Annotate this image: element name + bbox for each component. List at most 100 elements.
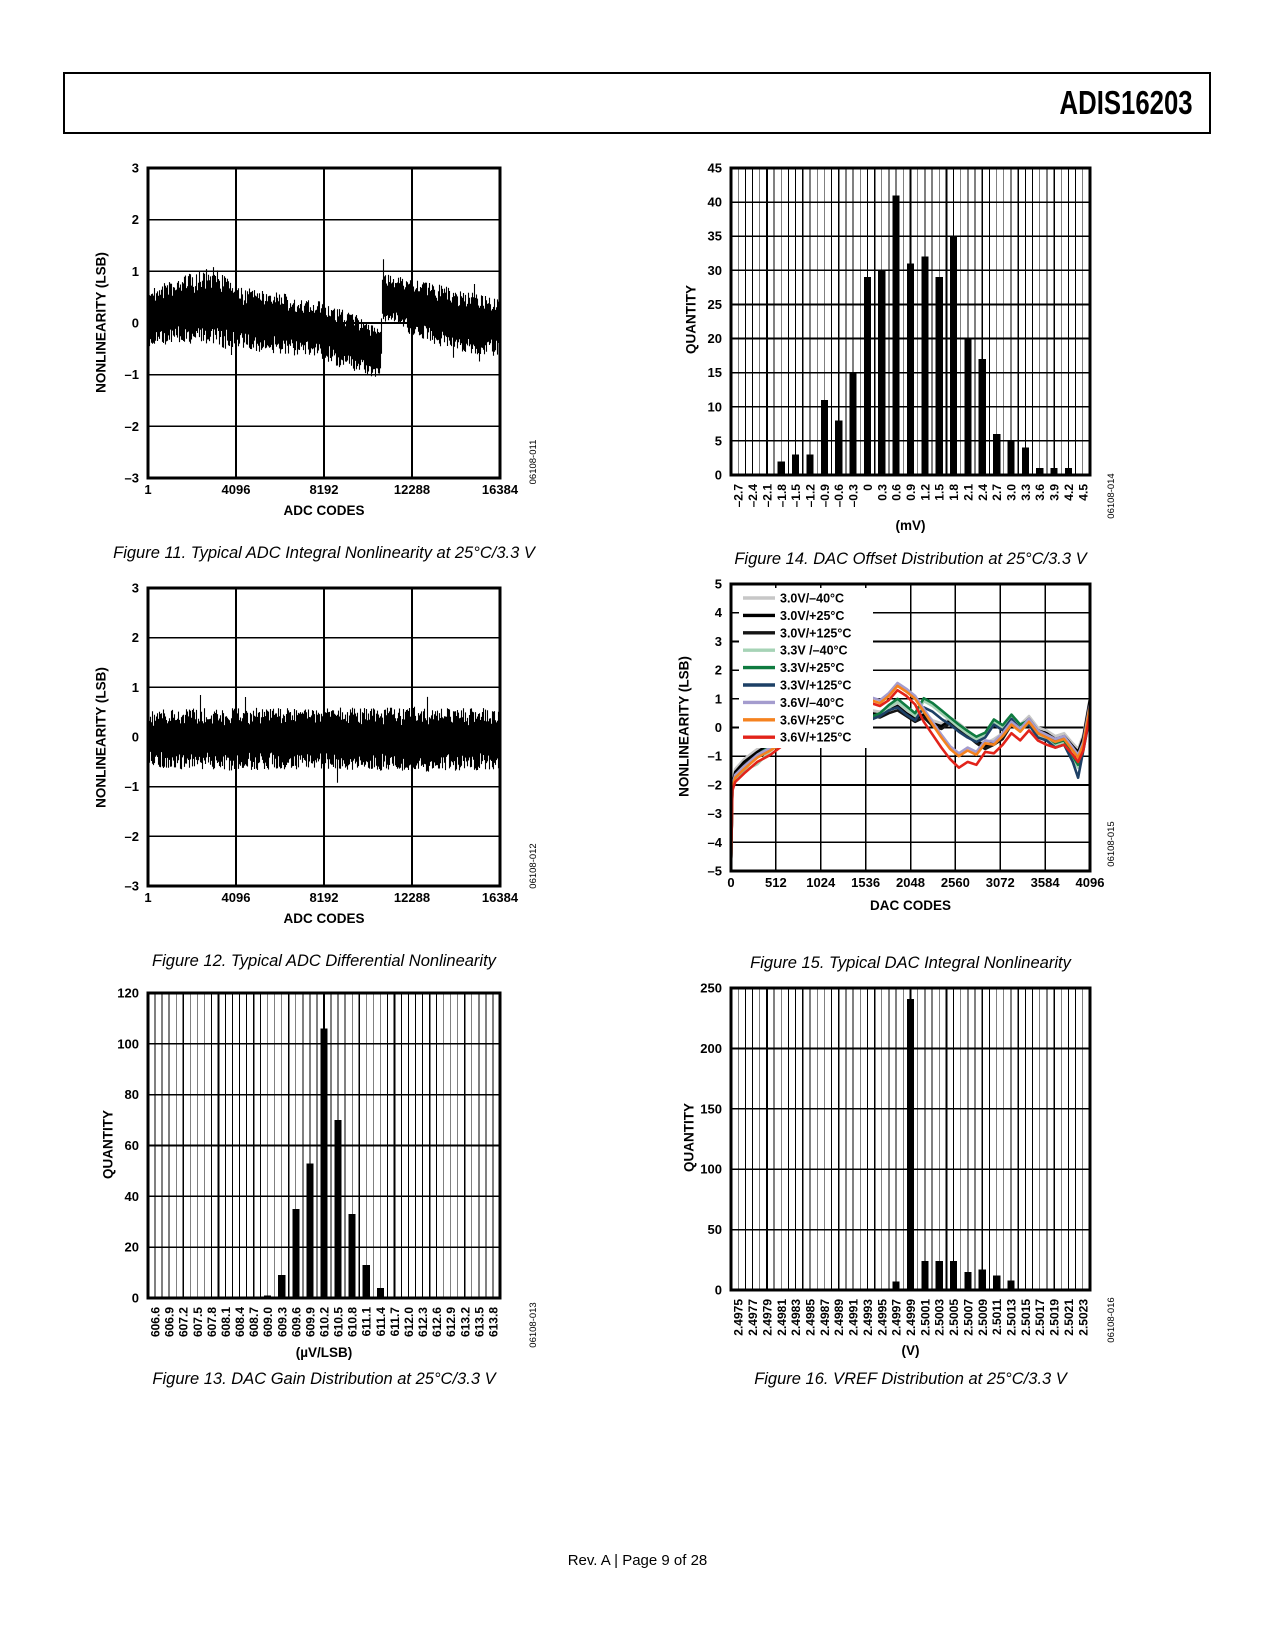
svg-text:2.5023: 2.5023 — [1076, 1299, 1090, 1336]
figure-13-caption: Figure 13. DAC Gain Distribution at 25°C… — [152, 1370, 496, 1388]
histogram-bar — [320, 1028, 328, 1298]
y-tick-labels: 0 50 100 150 200 250 — [700, 981, 722, 1298]
figure-13-watermark-code: 06108-013 — [528, 1302, 539, 1348]
svg-text:2.5007: 2.5007 — [961, 1299, 975, 1336]
svg-text:1024: 1024 — [806, 875, 836, 890]
histogram-bar — [906, 998, 915, 1290]
svg-text:2.4991: 2.4991 — [847, 1299, 861, 1336]
svg-text:3.9: 3.9 — [1048, 484, 1062, 501]
svg-text:2.5009: 2.5009 — [976, 1299, 990, 1336]
svg-text:8192: 8192 — [310, 482, 339, 497]
histogram-bar — [806, 454, 814, 475]
svg-text:100: 100 — [117, 1036, 139, 1051]
svg-text:611.7: 611.7 — [388, 1307, 402, 1337]
figure-11-caption: Figure 11. Typical ADC Integral Nonlinea… — [113, 544, 535, 562]
svg-text:607.2: 607.2 — [177, 1307, 191, 1337]
svg-text:–2.7: –2.7 — [732, 484, 746, 508]
svg-text:16384: 16384 — [482, 890, 519, 905]
svg-text:–0.3: –0.3 — [847, 484, 861, 508]
svg-text:610.2: 610.2 — [318, 1307, 332, 1337]
histogram-bar — [306, 1163, 314, 1298]
figure-11-watermark-code: 06108-011 — [528, 439, 539, 485]
figure-16-watermark-code: 06108-016 — [1106, 1297, 1117, 1343]
legend-label: 3.6V/+125°C — [780, 731, 851, 745]
figure-16-y-axis-label: QUANTITY — [681, 1103, 697, 1172]
x-tick-labels: 0 512 1024 1536 2048 2560 3072 3584 4096 — [727, 875, 1104, 890]
svg-text:2.5019: 2.5019 — [1048, 1299, 1062, 1336]
svg-text:2.5003: 2.5003 — [933, 1299, 947, 1336]
histogram-bar — [292, 1209, 300, 1298]
svg-text:–0.9: –0.9 — [818, 484, 832, 508]
figure-15-caption: Figure 15. Typical DAC Integral Nonlinea… — [750, 954, 1071, 972]
svg-text:–5: –5 — [708, 864, 722, 879]
svg-text:4.2: 4.2 — [1062, 484, 1076, 501]
svg-text:1.2: 1.2 — [918, 484, 932, 501]
svg-text:2.4995: 2.4995 — [875, 1299, 889, 1336]
svg-text:–0.6: –0.6 — [832, 484, 846, 508]
svg-text:–1: –1 — [125, 779, 139, 794]
svg-text:80: 80 — [125, 1087, 139, 1102]
svg-text:609.9: 609.9 — [303, 1307, 317, 1337]
svg-text:2.1: 2.1 — [961, 484, 975, 501]
figure-16-x-axis-label: (V) — [901, 1343, 920, 1358]
histogram-bar — [993, 1275, 1001, 1290]
svg-text:–2.4: –2.4 — [746, 484, 760, 508]
svg-text:2.7: 2.7 — [990, 484, 1004, 501]
svg-text:0: 0 — [715, 468, 722, 483]
svg-text:–3: –3 — [125, 879, 139, 894]
svg-text:–3: –3 — [708, 806, 722, 821]
svg-text:2.5015: 2.5015 — [1019, 1299, 1033, 1336]
svg-text:2.4993: 2.4993 — [861, 1299, 875, 1336]
figure-14: 0 5 10 15 20 25 30 35 40 45 –2.7 –2.4 –2.1 –1.8 –1.5 –1… — [648, 160, 1193, 570]
svg-text:–2.1: –2.1 — [760, 484, 774, 508]
svg-text:611.1: 611.1 — [360, 1307, 374, 1337]
svg-text:–2: –2 — [125, 829, 139, 844]
x-tick-labels: 1 4096 8192 12288 16384 — [144, 482, 518, 497]
svg-text:609.6: 609.6 — [289, 1307, 303, 1337]
histogram-bar — [1064, 468, 1073, 475]
svg-text:613.5: 613.5 — [472, 1307, 486, 1337]
x-tick-labels: 606.6 606.9 607.2 607.5 607.8 608.1 608.4 608.7… — [149, 1307, 501, 1337]
svg-text:0: 0 — [727, 875, 734, 890]
histogram-bar — [835, 420, 843, 475]
svg-text:3.0: 3.0 — [1005, 484, 1019, 501]
part-number-title: ADIS16203 — [1059, 84, 1193, 121]
legend-label: 3.6V/–40°C — [780, 696, 844, 710]
y-tick-labels: 0 5 10 15 20 25 30 35 40 45 — [708, 161, 722, 483]
histogram-bar — [376, 1287, 384, 1298]
svg-text:0: 0 — [715, 1283, 722, 1298]
svg-text:610.5: 610.5 — [332, 1307, 346, 1337]
figure-12-chart: –3 –2 –1 0 1 2 3 1 4096 8192 12288 16384 — [125, 581, 519, 906]
figure-15-watermark-code: 06108-015 — [1106, 821, 1117, 867]
svg-text:3: 3 — [132, 581, 139, 596]
svg-text:16384: 16384 — [482, 482, 519, 497]
figure-11: –3 –2 –1 0 1 2 3 1 4096 8192 12288 16384 NONLINEARI… — [63, 160, 573, 570]
page-footer: Rev. A | Page 9 of 28 — [567, 1552, 708, 1569]
svg-text:2.4997: 2.4997 — [890, 1299, 904, 1336]
histogram-bar — [964, 338, 972, 475]
svg-text:–1: –1 — [708, 749, 722, 764]
header-box: ADIS16203 — [63, 72, 1211, 134]
svg-text:12288: 12288 — [394, 890, 430, 905]
svg-text:–2: –2 — [708, 777, 722, 792]
svg-text:2560: 2560 — [941, 875, 970, 890]
figure-13-chart: 0 20 40 60 80 100 120 606.6 606.9 607.2 607.5 607.8… — [117, 986, 502, 1337]
y-tick-labels: 0 20 40 60 80 100 120 — [117, 986, 139, 1306]
histogram-bar — [1050, 468, 1058, 475]
svg-text:–3: –3 — [125, 471, 139, 486]
figure-16: 0 50 100 150 200 250 2.4975 2.4977 2.4979 2.4981 2… — [648, 980, 1193, 1400]
svg-text:0: 0 — [861, 484, 875, 491]
svg-text:607.8: 607.8 — [205, 1307, 219, 1337]
svg-text:30: 30 — [708, 263, 722, 278]
svg-text:3: 3 — [715, 634, 722, 649]
histogram-bar — [1021, 447, 1029, 475]
svg-text:612.3: 612.3 — [416, 1307, 430, 1337]
svg-text:2: 2 — [132, 212, 139, 227]
y-tick-labels: –3 –2 –1 0 1 2 3 — [125, 161, 139, 486]
svg-text:250: 250 — [700, 981, 722, 996]
svg-text:610.8: 610.8 — [346, 1307, 360, 1337]
histogram-bar — [878, 270, 886, 475]
svg-text:606.6: 606.6 — [149, 1307, 163, 1337]
legend-label: 3.0V/–40°C — [780, 592, 844, 606]
svg-text:3584: 3584 — [1031, 875, 1061, 890]
